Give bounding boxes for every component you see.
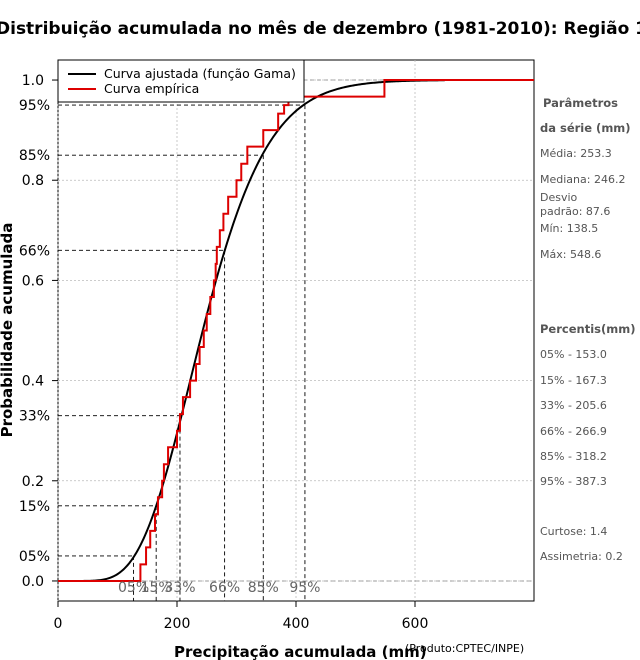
y-tick-label: 1.0 bbox=[22, 73, 44, 89]
grid-lines bbox=[57, 60, 534, 601]
param-desvio-1: Desvio bbox=[540, 191, 578, 204]
percentile-x-label: 66% bbox=[209, 580, 240, 596]
y-tick-label: 0.8 bbox=[22, 173, 44, 189]
y-tick-label: 0.2 bbox=[22, 474, 44, 490]
legend-box bbox=[57, 59, 305, 103]
percentile-guide-lines bbox=[58, 104, 306, 601]
y-axis-ticks: 0.0 0.2 0.4 0.6 0.8 1.0 bbox=[22, 73, 58, 590]
percentile-x-label: 95% bbox=[289, 580, 320, 596]
curtose: Curtose: 1.4 bbox=[540, 525, 607, 538]
percentil-05: 05% - 153.0 bbox=[540, 348, 607, 361]
legend-label-empirical: Curva empírica bbox=[104, 81, 199, 96]
percentile-y-labels: 05% 15% 33% 66% 85% 95% bbox=[19, 98, 50, 565]
param-media: Média: 253.3 bbox=[540, 147, 612, 160]
chart-title: Distribuição acumulada no mês de dezembr… bbox=[0, 19, 640, 39]
param-mediana: Mediana: 246.2 bbox=[540, 173, 625, 186]
percentil-33: 33% - 205.6 bbox=[540, 399, 607, 412]
percentis-heading: Percentis(mm) bbox=[540, 322, 635, 336]
percentile-x-label: 33% bbox=[164, 580, 195, 596]
percentile-x-label: 05% bbox=[118, 580, 149, 596]
assimetria: Assimetria: 0.2 bbox=[540, 550, 623, 563]
source-note: (Produto:CPTEC/INPE) bbox=[405, 642, 524, 655]
percentil-85: 85% - 318.2 bbox=[540, 450, 607, 463]
params-heading-2: da série (mm) bbox=[540, 121, 631, 135]
percentile-y-label: 15% bbox=[19, 499, 50, 515]
x-axis-ticks: 0 200 400 600 bbox=[54, 601, 429, 632]
percentile-y-label: 85% bbox=[19, 148, 50, 164]
percentil-15: 15% - 167.3 bbox=[540, 374, 607, 387]
percentile-y-label: 95% bbox=[19, 98, 50, 114]
side-panel: Parâmetros da série (mm) Média: 253.3 Me… bbox=[540, 96, 635, 563]
y-axis-title: Probabilidade acumulada bbox=[0, 223, 16, 438]
x-tick-label: 200 bbox=[164, 616, 191, 632]
legend: Curva ajustada (função Gama) Curva empír… bbox=[57, 59, 305, 103]
param-min: Mín: 138.5 bbox=[540, 222, 598, 235]
percentile-x-label: 15% bbox=[141, 580, 172, 596]
x-tick-label: 0 bbox=[54, 616, 63, 632]
y-tick-label: 0.4 bbox=[22, 374, 44, 390]
x-tick-label: 600 bbox=[402, 616, 429, 632]
y-tick-label: 0.0 bbox=[22, 574, 44, 590]
percentil-66: 66% - 266.9 bbox=[540, 425, 607, 438]
percentile-y-label: 33% bbox=[19, 409, 50, 425]
percentil-95: 95% - 387.3 bbox=[540, 475, 607, 488]
x-tick-label: 400 bbox=[283, 616, 310, 632]
param-max: Máx: 548.6 bbox=[540, 248, 601, 261]
fitted-gamma-curve bbox=[58, 79, 445, 582]
percentile-y-label: 66% bbox=[19, 243, 50, 259]
empirical-step-curve bbox=[58, 79, 534, 582]
series-lines bbox=[58, 79, 534, 582]
legend-label-fitted: Curva ajustada (função Gama) bbox=[104, 66, 296, 81]
y-tick-label: 0.6 bbox=[22, 273, 44, 289]
params-heading-1: Parâmetros bbox=[543, 96, 618, 110]
percentile-x-label: 85% bbox=[248, 580, 279, 596]
x-axis-title: Precipitação acumulada (mm) bbox=[174, 643, 427, 660]
param-desvio-2: padrão: 87.6 bbox=[540, 205, 610, 218]
percentile-y-label: 05% bbox=[19, 549, 50, 565]
percentile-x-labels: 05%15%33% 66% 85% 95% bbox=[118, 580, 320, 596]
